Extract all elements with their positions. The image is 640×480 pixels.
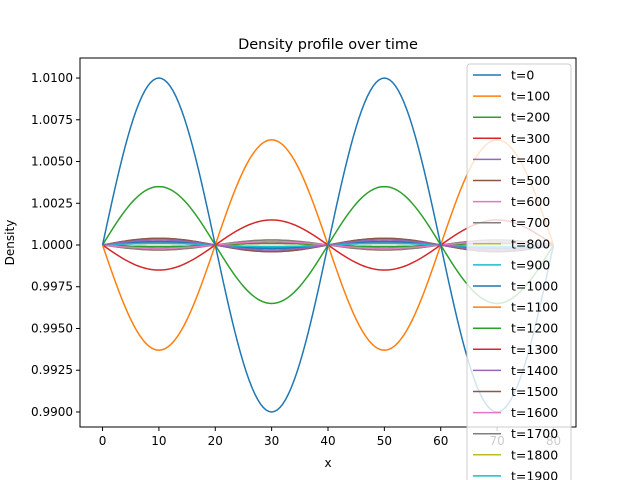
legend-entry: t=200 [511,110,550,125]
y-tick-label: 1.0075 [31,113,73,127]
legend-entry: t=600 [511,194,550,209]
y-tick-label: 1.0050 [31,155,73,169]
x-tick-label: 60 [433,434,448,448]
legend-entry: t=100 [511,89,550,104]
y-tick-label: 1.0100 [31,71,73,85]
legend-entry: t=1300 [511,342,558,357]
y-axis: 0.9900 0.9925 0.9950 0.9975 1.0000 1.0025 1.00… [31,71,80,419]
legend-entry: t=1000 [511,279,558,294]
chart-title: Density profile over time [238,37,418,53]
legend-entry: t=1100 [511,300,558,315]
legend-entry: t=700 [511,215,550,230]
legend-entry: t=400 [511,152,550,167]
legend-entry: t=0 [511,68,534,83]
x-tick-label: 20 [208,434,223,448]
y-tick-label: 1.0025 [31,196,73,210]
y-axis-label: Density [3,220,17,266]
legend-entry: t=1400 [511,363,558,378]
x-tick-label: 0 [99,434,107,448]
y-tick-label: 0.9975 [31,280,73,294]
legend-entry: t=1900 [511,468,558,480]
x-tick-label: 40 [320,434,335,448]
legend-entry: t=1600 [511,405,558,420]
legend-entry: t=300 [511,131,550,146]
y-tick-label: 0.9925 [31,363,73,377]
legend-box [466,63,572,480]
legend-entry: t=800 [511,236,550,251]
legend-entry: t=1500 [511,384,558,399]
legend-entry: t=900 [511,257,550,272]
legend: t=0 t=100 t=200 t=300 t=400 t=500 t=600 t=700 t=… [466,63,572,480]
x-tick-label: 50 [377,434,392,448]
x-axis-label: x [324,456,331,470]
legend-entry: t=500 [511,173,550,188]
x-tick-label: 10 [151,434,166,448]
legend-entry: t=1700 [511,426,558,441]
y-tick-label: 1.0000 [31,238,73,252]
legend-entry: t=1800 [511,447,558,462]
y-tick-label: 0.9950 [31,321,73,335]
legend-entry: t=1200 [511,321,558,336]
x-tick-label: 30 [264,434,279,448]
y-tick-label: 0.9900 [31,405,73,419]
